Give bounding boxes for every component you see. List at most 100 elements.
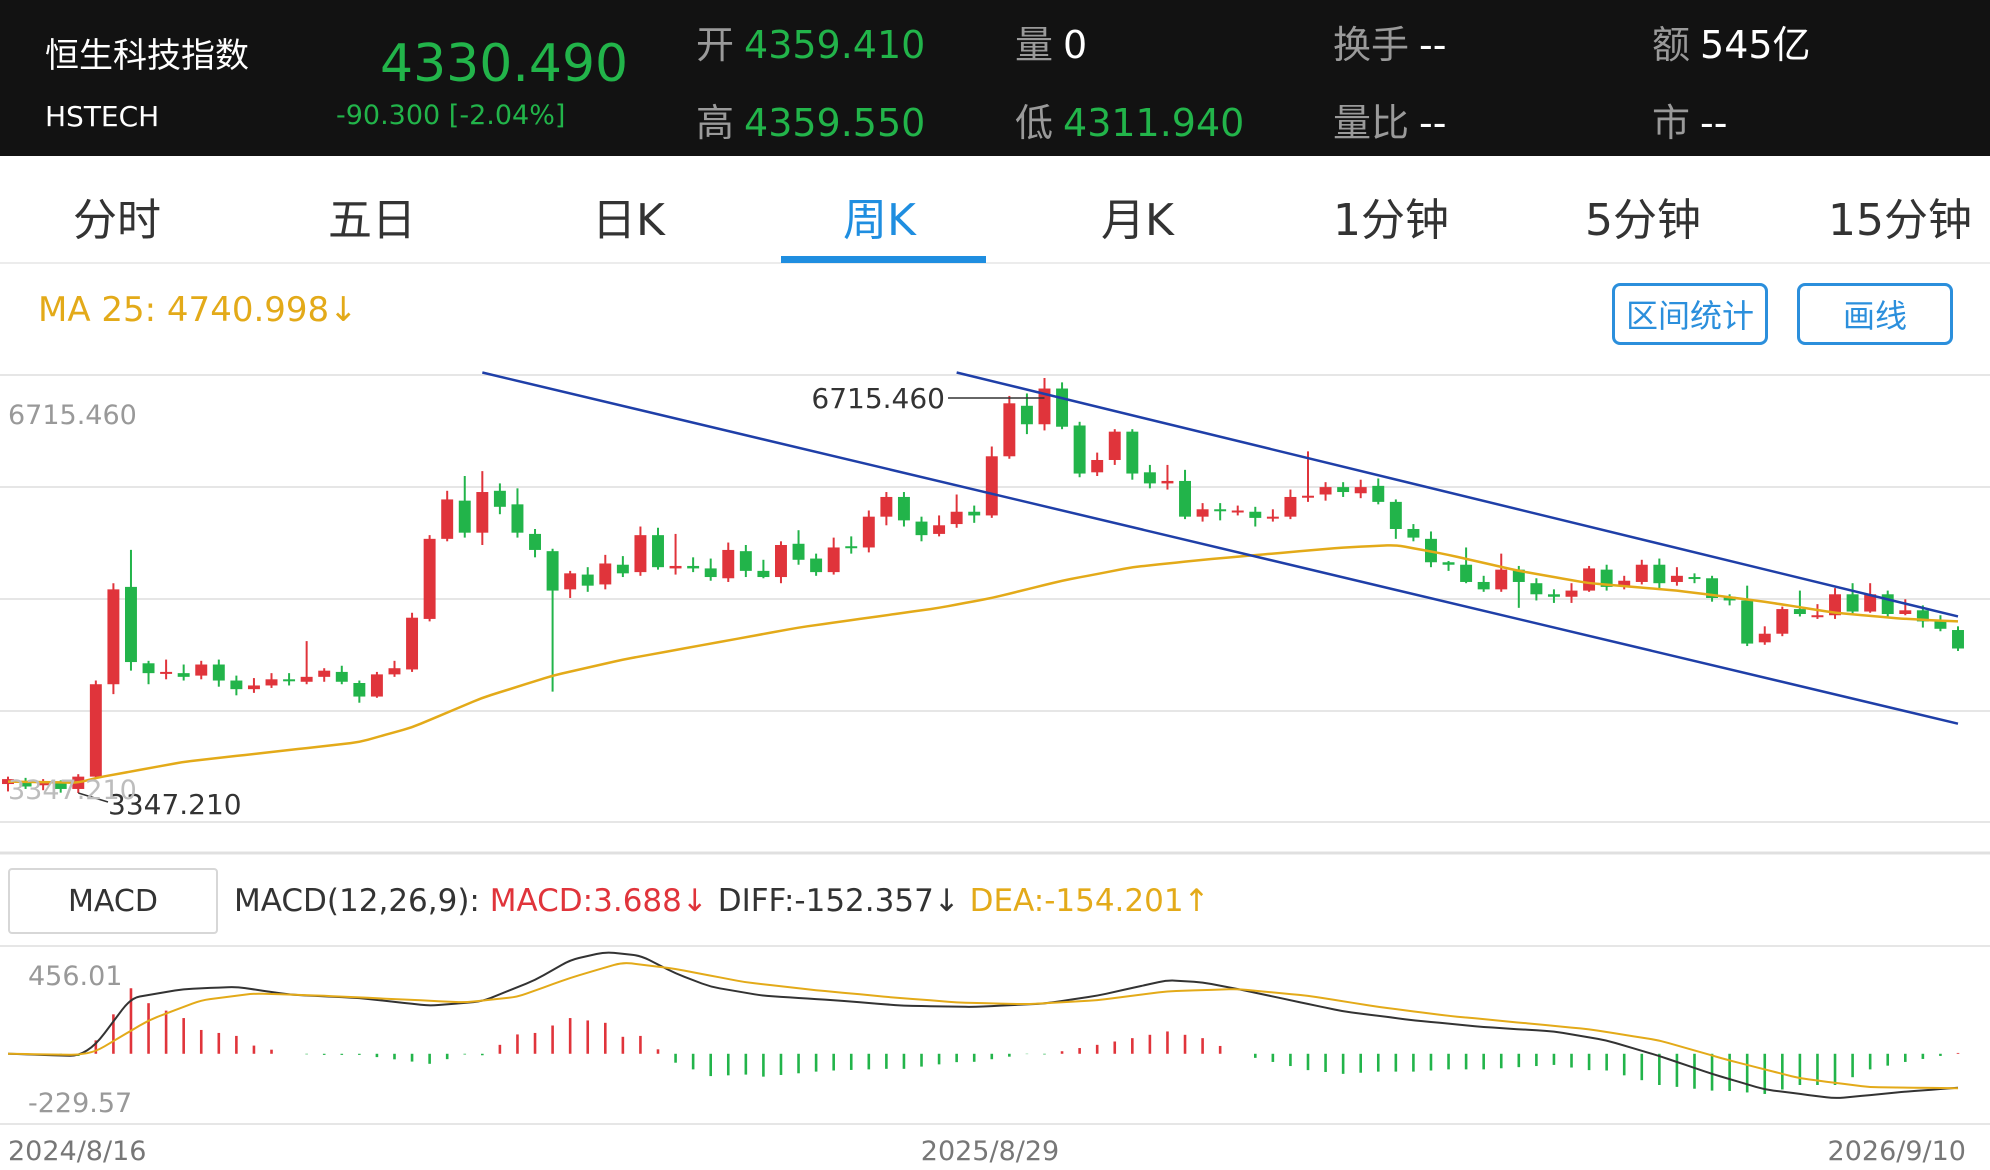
period-tabs: 分时 五日 日K 周K 月K 1分钟 5分钟 15分钟	[0, 156, 1990, 264]
stat-high-value: 4359.550	[744, 101, 926, 145]
candle-body	[511, 504, 524, 533]
tab-15-minute[interactable]: 15分钟	[1828, 195, 1972, 246]
candle-body	[897, 496, 910, 521]
candle-body	[739, 551, 752, 571]
candle-body	[370, 674, 383, 697]
macd-values: MACD(12,26,9): MACD:3.688↓ DIFF:-152.357…	[234, 883, 1210, 919]
quote-header: 恒生科技指数 HSTECH 4330.490 -90.300 [-2.04%] …	[0, 0, 1990, 156]
candle-body	[950, 511, 963, 525]
candle-body	[1635, 564, 1648, 582]
candle-body	[652, 535, 664, 568]
stat-amount: 额 545亿	[1652, 14, 1811, 69]
candle-body	[1512, 569, 1525, 582]
index-code: HSTECH	[45, 100, 160, 133]
stat-vol-ratio-value: --	[1419, 101, 1447, 145]
candle-body	[54, 782, 67, 789]
dea-value: DEA:-154.201↑	[969, 883, 1210, 919]
stat-market: 市 --	[1652, 92, 1727, 147]
stat-amount-label: 额	[1652, 23, 1691, 67]
stat-volume-value: 0	[1063, 23, 1088, 67]
trend-line-lower	[482, 371, 1959, 725]
candle-body	[230, 680, 243, 690]
candle-body	[265, 679, 278, 686]
tab-five-day[interactable]: 五日	[328, 195, 416, 246]
candle-body	[1056, 388, 1069, 427]
candle-body	[406, 617, 419, 670]
candle-body	[177, 673, 190, 677]
candle-body	[125, 586, 137, 663]
candle-body	[300, 676, 313, 682]
dea-line	[7, 962, 1959, 1090]
candle-body	[915, 521, 928, 536]
candle-body	[1881, 594, 1894, 615]
candle-body	[318, 670, 331, 677]
tab-intraday[interactable]: 分时	[73, 195, 161, 246]
candle-body	[1460, 564, 1473, 582]
candle-body	[1249, 511, 1262, 518]
candle-body	[687, 565, 700, 569]
low-marker-line	[78, 792, 109, 803]
candle-body	[862, 516, 875, 548]
candle-body	[827, 547, 840, 573]
tab-weekly-k[interactable]: 周K	[843, 195, 916, 246]
candle-body	[1583, 568, 1596, 591]
low-marker-label: 3347.210	[108, 788, 242, 821]
range-stats-button[interactable]: 区间统计	[1612, 283, 1768, 345]
candle-body	[89, 684, 102, 777]
candle-body	[1442, 562, 1455, 565]
draw-line-button[interactable]: 画线	[1797, 283, 1953, 345]
candle-body	[616, 564, 629, 574]
candle-body	[1670, 575, 1683, 582]
candle-body	[1091, 459, 1104, 473]
candle-body	[160, 671, 173, 674]
candle-body	[19, 781, 32, 787]
macd-selector-button[interactable]: MACD	[8, 868, 218, 934]
diff-value: DIFF:-152.357↓	[717, 883, 960, 919]
candle-body	[1776, 609, 1789, 634]
candle-body	[1266, 516, 1279, 519]
tab-1-minute[interactable]: 1分钟	[1333, 195, 1449, 246]
candle-body	[1126, 431, 1139, 474]
stat-turnover: 换手 --	[1333, 14, 1446, 69]
candle-body	[546, 551, 559, 591]
stat-volume-label: 量	[1015, 23, 1054, 67]
candle-body	[476, 492, 489, 533]
ma25-line	[7, 544, 1959, 784]
candle-body	[441, 499, 454, 539]
macd-params: MACD(12,26,9):	[234, 883, 480, 919]
candle-body	[1038, 388, 1051, 425]
candle-body	[775, 545, 787, 578]
candle-body	[2, 779, 14, 785]
candle-body	[845, 546, 858, 549]
tab-5-minute[interactable]: 5分钟	[1585, 195, 1701, 246]
tab-daily-k[interactable]: 日K	[592, 195, 665, 246]
stat-market-value: --	[1700, 101, 1728, 145]
date-label-start: 2024/8/16	[8, 1136, 146, 1167]
active-tab-indicator	[781, 256, 986, 263]
chart-labels: 6715.460 3347.210 6715.460 3347.210 456.01 -2…	[8, 382, 1966, 1167]
candle-body	[1741, 600, 1754, 644]
stat-low-value: 4311.940	[1063, 101, 1245, 145]
diff-line	[7, 951, 1959, 1099]
stat-open-label: 开	[696, 23, 735, 67]
candle-body	[1547, 594, 1560, 597]
candle-body	[1706, 578, 1719, 598]
stat-high-label: 高	[696, 101, 735, 145]
candle-body	[353, 682, 366, 697]
candle-body	[1143, 472, 1156, 484]
candle-body	[1372, 485, 1385, 502]
stat-low: 低 4311.940	[1015, 92, 1244, 147]
candle-body	[195, 664, 208, 676]
candle-body	[335, 671, 348, 682]
candle-body	[1319, 487, 1332, 495]
candle-body	[810, 558, 823, 573]
macd-chart	[7, 951, 1960, 1099]
stat-vol-ratio: 量比 --	[1333, 92, 1446, 147]
axis-high-label: 6715.460	[8, 400, 137, 431]
candle-body	[933, 525, 946, 534]
candle-body	[1934, 621, 1947, 629]
macd-axis-max: 456.01	[28, 961, 122, 992]
tab-monthly-k[interactable]: 月K	[1101, 195, 1174, 246]
